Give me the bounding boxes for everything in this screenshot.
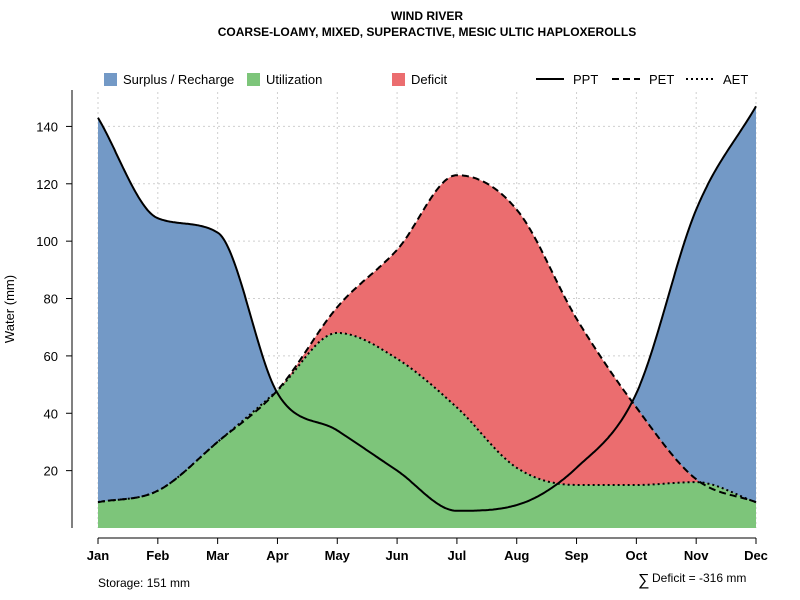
x-tick-label-dec: Dec [744,548,768,563]
y-tick-label: 80 [44,292,58,307]
x-tick-label-sep: Sep [565,548,589,563]
series-line-aet [97,331,757,504]
legend-label-deficit: Deficit [411,72,448,87]
area-fills [98,106,756,529]
series-line-ppt [97,105,757,512]
x-tick-label-mar: Mar [206,548,229,563]
deficit-note: Deficit = -316 mm [652,571,746,585]
chart-subtitle: COARSE-LOAMY, MIXED, SUPERACTIVE, MESIC … [218,25,636,39]
y-tick-label: 40 [44,406,58,421]
x-tick-label-apr: Apr [266,548,288,563]
legend: Surplus / Recharge Utilization Deficit P… [104,72,748,87]
y-tick-label: 120 [36,177,58,192]
x-tick-label-jul: Jul [448,548,467,563]
x-tick-label-oct: Oct [626,548,648,563]
chart-title: WIND RIVER [391,9,463,23]
x-tick-label-nov: Nov [684,548,709,563]
axes [66,90,757,544]
tick-labels: 20 40 60 80 100 120 140 Jan Feb Mar Apr May Jun Jul Au… [36,119,768,563]
y-tick-label: 100 [36,234,58,249]
x-tick-label-feb: Feb [146,548,169,563]
legend-swatch-surplus [104,73,117,86]
x-tick-label-may: May [325,548,351,563]
y-tick-label: 140 [36,119,58,134]
y-tick-label: 60 [44,349,58,364]
legend-swatch-utilization [247,73,260,86]
x-tick-label-aug: Aug [504,548,529,563]
sum-symbol: ∑ [638,572,649,589]
legend-label-ppt: PPT [573,72,598,87]
legend-label-utilization: Utilization [266,72,322,87]
storage-note: Storage: 151 mm [98,576,190,590]
legend-swatch-deficit [392,73,405,86]
legend-label-aet: AET [723,72,748,87]
y-tick-label: 20 [44,464,58,479]
area-utilization [98,332,756,528]
y-axis-label: Water (mm) [2,275,17,343]
x-tick-label-jan: Jan [87,548,109,563]
x-tick-label-jun: Jun [386,548,409,563]
area-deficit [98,175,756,503]
legend-label-surplus: Surplus / Recharge [123,72,234,87]
legend-label-pet: PET [649,72,674,87]
series-lines [97,105,757,512]
